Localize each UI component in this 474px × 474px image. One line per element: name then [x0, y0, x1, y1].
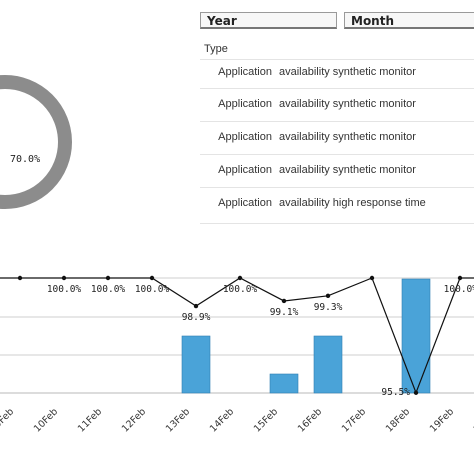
- table-row[interactable]: Application availability synthetic monit…: [200, 98, 474, 114]
- point-19Feb: [457, 275, 463, 281]
- point-15Feb: [281, 298, 287, 304]
- table-divider: [200, 59, 474, 60]
- data-label-13Feb: 98.9%: [182, 312, 211, 323]
- point-10Feb: [61, 275, 67, 281]
- data-label-11Feb: 100.0%: [91, 284, 126, 295]
- data-label-12Feb: 100.0%: [135, 284, 170, 295]
- row-description: availability synthetic monitor: [279, 98, 416, 110]
- row-description: availability synthetic monitor: [279, 66, 416, 78]
- data-label-14Feb: 100.0%: [223, 284, 258, 295]
- bar-15Feb: [269, 373, 299, 394]
- point-14Feb: [237, 275, 243, 281]
- x-tick-label: 09Feb: [0, 406, 16, 434]
- row-category: Application: [218, 98, 272, 110]
- point-13Feb: [193, 303, 199, 309]
- row-category: Application: [218, 164, 272, 176]
- row-description: availability synthetic monitor: [279, 131, 416, 143]
- x-tick-label: 14Feb: [208, 406, 236, 434]
- row-description: availability high response time: [279, 197, 426, 209]
- point-17Feb: [369, 275, 375, 281]
- data-label-10Feb: 100.0%: [47, 284, 82, 295]
- table-row[interactable]: Application availability high response t…: [200, 197, 474, 213]
- x-tick-label: 10Feb: [32, 406, 60, 434]
- bar-18Feb: [401, 278, 431, 394]
- donut-ring: [0, 75, 72, 209]
- row-category: Application: [218, 66, 272, 78]
- data-label-16Feb: 99.3%: [314, 302, 343, 313]
- x-tick-label: 17Feb: [340, 406, 368, 434]
- row-description: availability synthetic monitor: [279, 164, 416, 176]
- point-12Feb: [149, 275, 155, 281]
- data-label-20Feb: 100.0%: [444, 284, 474, 295]
- table-divider: [200, 154, 474, 155]
- point-09Feb: [17, 275, 23, 281]
- donut-percentage: 70.0%: [10, 154, 41, 165]
- row-category: Application: [218, 197, 272, 209]
- x-tick-label: 16Feb: [296, 406, 324, 434]
- table-divider: [200, 88, 474, 89]
- x-tick-label: 19Feb: [428, 406, 456, 434]
- year-filter[interactable]: Year: [200, 12, 337, 29]
- month-filter[interactable]: Month: [344, 12, 474, 29]
- row-category: Application: [218, 131, 272, 143]
- table-divider: [200, 223, 474, 224]
- x-tick-label: 11Feb: [76, 406, 104, 434]
- type-column-header: Type: [204, 43, 228, 55]
- x-tick-label: 18Feb: [384, 406, 412, 434]
- point-18Feb: [413, 390, 419, 395]
- bar-13Feb: [181, 335, 211, 394]
- x-tick-label: 12Feb: [120, 406, 148, 434]
- data-label-15Feb: 99.1%: [270, 307, 299, 318]
- table-row[interactable]: Application availability synthetic monit…: [200, 66, 474, 82]
- x-tick-label: 13Feb: [164, 406, 192, 434]
- table-row[interactable]: Application availability synthetic monit…: [200, 164, 474, 180]
- table-divider: [200, 187, 474, 188]
- bar-16Feb: [313, 335, 343, 394]
- table-divider: [200, 121, 474, 122]
- point-16Feb: [325, 293, 331, 299]
- x-tick-label: 15Feb: [252, 406, 280, 434]
- data-label-18Feb: 95.5%: [381, 387, 410, 398]
- table-row[interactable]: Application availability synthetic monit…: [200, 131, 474, 147]
- point-11Feb: [105, 275, 111, 281]
